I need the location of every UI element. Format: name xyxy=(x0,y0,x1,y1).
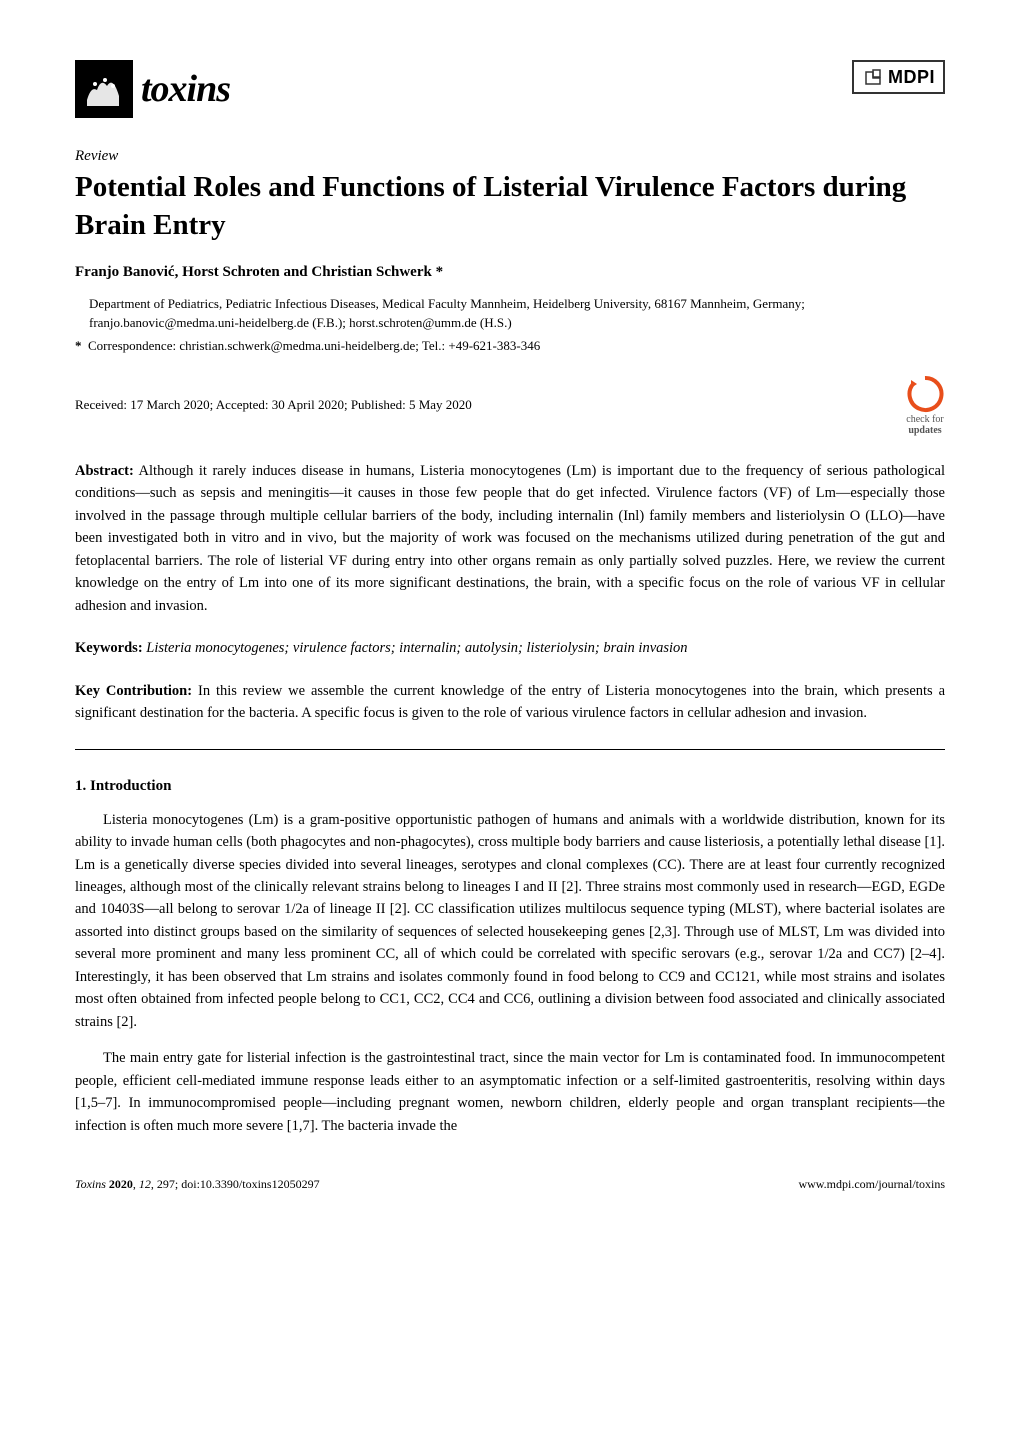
mdpi-logo: MDPI xyxy=(852,60,945,94)
correspondence: * Correspondence: christian.schwerk@medm… xyxy=(75,337,945,356)
header-row: toxins MDPI xyxy=(75,60,945,118)
keywords-text: Listeria monocytogenes; virulence factor… xyxy=(146,640,687,656)
key-contribution-block: Key Contribution: In this review we asse… xyxy=(75,680,945,725)
keycontrib-label: Key Contribution: xyxy=(75,683,192,699)
check-updates-label1: check for xyxy=(906,414,943,425)
keycontrib-text: In this review we assemble the current k… xyxy=(75,683,945,721)
keywords-label: Keywords: xyxy=(75,640,143,656)
section-heading: 1. Introduction xyxy=(75,778,945,795)
abstract-block: Abstract: Although it rarely induces dis… xyxy=(75,460,945,617)
article-type-label: Review xyxy=(75,148,945,165)
check-for-updates-badge[interactable]: check for updates xyxy=(905,374,945,436)
divider xyxy=(75,749,945,750)
correspondence-asterisk: * xyxy=(75,338,82,353)
authors: Franjo Banović, Horst Schroten and Chris… xyxy=(75,264,945,281)
affiliation: Department of Pediatrics, Pediatric Infe… xyxy=(75,295,945,333)
mdpi-icon xyxy=(862,66,884,88)
check-updates-icon xyxy=(905,374,945,414)
paragraph-2: The main entry gate for listerial infect… xyxy=(75,1047,945,1137)
article-title: Potential Roles and Functions of Listeri… xyxy=(75,169,945,244)
received-dates: Received: 17 March 2020; Accepted: 30 Ap… xyxy=(75,397,472,413)
journal-name: toxins xyxy=(141,67,230,111)
abstract-text: Although it rarely induces disease in hu… xyxy=(75,463,945,614)
abstract-label: Abstract: xyxy=(75,463,134,479)
received-row: Received: 17 March 2020; Accepted: 30 Ap… xyxy=(75,374,945,436)
paragraph-1: Listeria monocytogenes (Lm) is a gram-po… xyxy=(75,809,945,1034)
toxins-logo-icon xyxy=(75,60,133,118)
keywords-block: Keywords: Listeria monocytogenes; virule… xyxy=(75,637,945,659)
footer-right: www.mdpi.com/journal/toxins xyxy=(798,1177,945,1192)
mdpi-text: MDPI xyxy=(888,67,935,88)
footer-left: Toxins 2020, 12, 297; doi:10.3390/toxins… xyxy=(75,1177,320,1192)
footer-row: Toxins 2020, 12, 297; doi:10.3390/toxins… xyxy=(75,1177,945,1192)
journal-logo: toxins xyxy=(75,60,230,118)
correspondence-text: Correspondence: christian.schwerk@medma.… xyxy=(88,338,540,353)
check-updates-label2: updates xyxy=(908,425,941,436)
